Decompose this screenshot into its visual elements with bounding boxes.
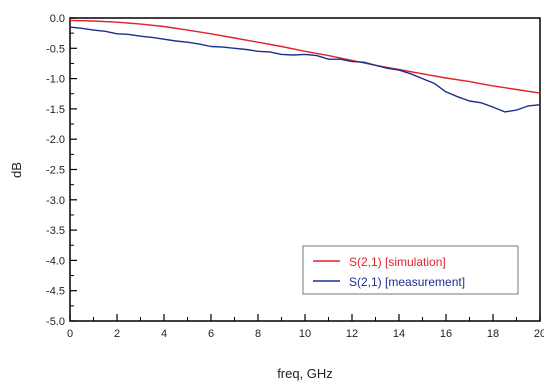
x-tick-label: 10 <box>299 328 311 340</box>
legend-label-simulation: S(2,1) [simulation] <box>349 255 446 269</box>
x-tick-label: 14 <box>393 328 405 340</box>
x-tick-label: 18 <box>487 328 499 340</box>
x-tick-label: 8 <box>255 328 261 340</box>
y-tick-label: -4.5 <box>46 286 65 298</box>
x-tick-label: 20 <box>534 328 544 340</box>
x-tick-label: 16 <box>440 328 452 340</box>
y-axis: 0.0 -0.5 -1.0 -1.5 -2.0 -2.5 -3.0 -3.5 -4.0 -4.5 -… <box>46 13 77 328</box>
legend-label-measurement: S(2,1) [measurement] <box>349 275 465 289</box>
y-tick-label: -1.5 <box>46 104 65 116</box>
x-tick-label: 6 <box>208 328 214 340</box>
x-axis: 0 2 4 6 8 10 12 14 16 18 20 <box>67 314 544 340</box>
y-tick-label: -3.5 <box>46 225 65 237</box>
legend: S(2,1) [simulation] S(2,1) [measurement] <box>302 245 519 295</box>
x-tick-label: 4 <box>161 328 167 340</box>
y-tick-label: 0.0 <box>50 13 65 25</box>
y-tick-label: -1.0 <box>46 74 65 86</box>
x-tick-label: 12 <box>346 328 358 340</box>
x-tick-label: 0 <box>67 328 73 340</box>
y-tick-label: -2.0 <box>46 134 65 146</box>
y-tick-label: -0.5 <box>46 43 65 55</box>
series-line-simulation <box>69 19 541 94</box>
y-tick-label: -4.0 <box>46 255 65 267</box>
y-tick-label: -2.5 <box>46 165 65 177</box>
series-layer <box>69 19 541 113</box>
y-axis-label: dB <box>9 162 24 178</box>
y-tick-label: -5.0 <box>46 316 65 328</box>
y-tick-label: -3.0 <box>46 195 65 207</box>
x-tick-label: 2 <box>114 328 120 340</box>
series-line-measurement <box>69 26 541 113</box>
x-axis-label: freq, GHz <box>277 366 333 381</box>
legend-box <box>302 245 519 295</box>
